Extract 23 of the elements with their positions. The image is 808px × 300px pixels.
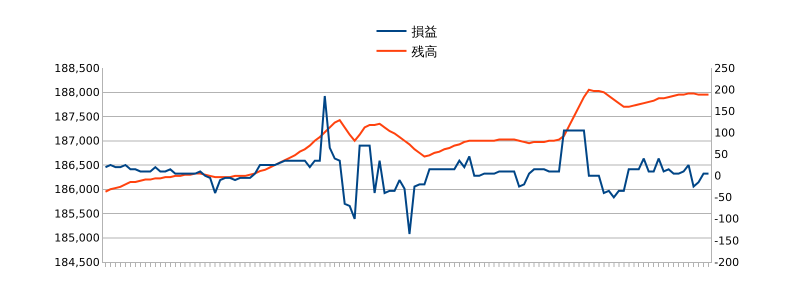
y2-tick-label: 0 [714, 170, 722, 183]
y-tick-label: 188,000 [54, 86, 100, 100]
legend-label: 残高 [412, 44, 438, 60]
y2-tick-label: -100 [714, 212, 740, 226]
y2-tick-label: 200 [714, 83, 736, 96]
y2-tick-label: 100 [714, 126, 736, 140]
y2-tick-label: 250 [714, 62, 736, 75]
line-series [104, 88, 710, 193]
y-tick-label: 186,000 [54, 183, 100, 196]
legend-label: 損益 [412, 25, 438, 40]
y-tick-label: 185,000 [54, 232, 100, 245]
y-tick-label: 184,500 [54, 256, 100, 269]
y-tick-label: 185,500 [54, 207, 100, 220]
y2-tick-label: -200 [714, 256, 740, 269]
y-tick-label: 187,000 [54, 134, 100, 148]
y-tick-label: 188,500 [54, 62, 100, 75]
y2-tick-label: -50 [714, 191, 732, 204]
y2-tick-label: 50 [714, 148, 728, 162]
y2-tick-label: -150 [714, 234, 740, 248]
y-tick-label: 186,500 [54, 158, 100, 172]
y2-tick-label: 150 [714, 104, 736, 118]
y-tick-label: 187,500 [54, 110, 100, 124]
line-series [104, 95, 710, 235]
